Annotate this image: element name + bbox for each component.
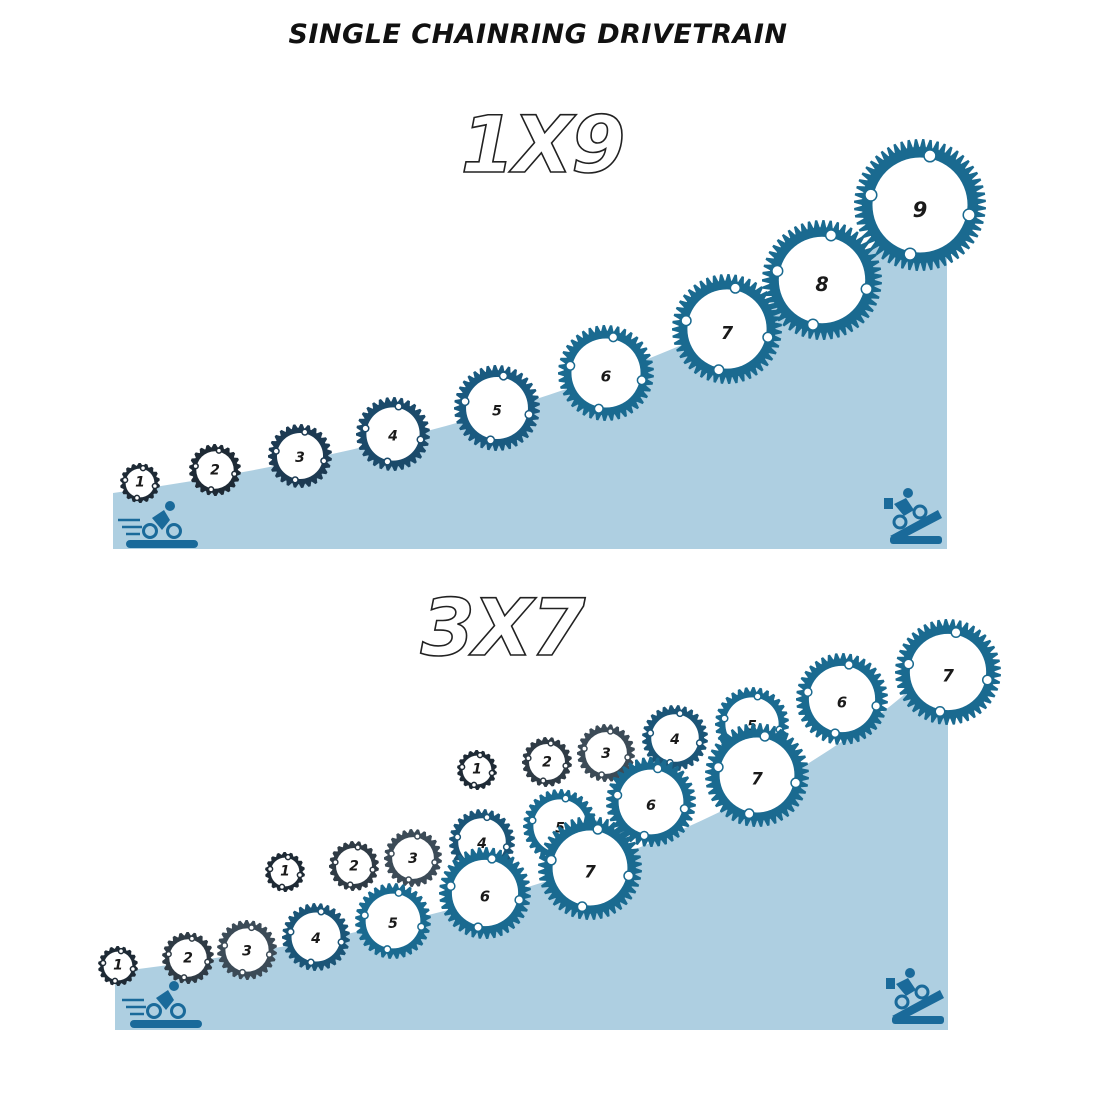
gear-label: 1: [280, 864, 290, 880]
fast-cyclist-icon: [118, 501, 198, 548]
chainring-gear: 7: [538, 816, 642, 920]
chainring-gear: 2: [329, 841, 379, 891]
chainring-gear: 6: [558, 325, 654, 421]
panel-1x9: 1X9 1 2 3 4 5 6 7 8 9: [113, 100, 986, 549]
gear-label: 7: [721, 324, 734, 344]
gear-label: 4: [476, 836, 487, 852]
chainring-gear: 1: [265, 852, 305, 892]
chainring-gear: 2: [162, 932, 214, 984]
chainring-gear: 3: [268, 424, 332, 488]
gear-label: 2: [210, 463, 220, 479]
chainring-gear: 4: [356, 397, 430, 471]
chainring-gear: 7: [672, 274, 782, 384]
gear-label: 2: [349, 859, 359, 875]
hill-slope: [115, 655, 948, 1030]
chainring-gear: 6: [439, 847, 531, 939]
chainring-gear: 1: [120, 463, 160, 503]
panel-3x7: 3X7 123456712345671234567: [98, 583, 1001, 1030]
chainring-gear: 9: [854, 139, 986, 271]
climbing-cyclist-icon: [886, 968, 944, 1024]
chainring-gear: 6: [796, 653, 888, 745]
gear-group-3x7: 123456712345671234567: [98, 619, 1001, 986]
chainring-gear: 6: [606, 757, 696, 847]
gear-label: 2: [183, 951, 193, 967]
gear-label: 2: [542, 755, 552, 771]
gear-label: 8: [815, 273, 828, 296]
climbing-cyclist-icon: [884, 488, 942, 544]
gear-label: 7: [942, 666, 954, 686]
gear-label: 9: [913, 197, 928, 222]
gear-label: 7: [584, 862, 596, 881]
fast-cyclist-icon: [122, 981, 202, 1028]
chainring-gear: 3: [384, 829, 442, 887]
page-title: SINGLE CHAINRING DRIVETRAIN: [288, 19, 787, 50]
chainring-gear: 2: [189, 444, 241, 496]
gear-label: 3: [295, 450, 305, 466]
chainring-gear: 4: [642, 705, 708, 771]
gear-label: 6: [480, 888, 490, 905]
chainring-gear: 5: [454, 365, 540, 451]
chainring-gear: 1: [98, 946, 138, 986]
gear-label: 3: [242, 943, 252, 959]
chainring-gear: 2: [522, 737, 572, 787]
chainring-gear: 3: [577, 724, 635, 782]
gear-label: 4: [387, 429, 398, 445]
gear-label: 6: [837, 694, 847, 711]
gear-label: 4: [669, 732, 680, 748]
panel-heading-3x7: 3X7: [421, 584, 586, 674]
gear-label: 4: [310, 931, 321, 947]
chainring-gear: 7: [705, 723, 809, 827]
chainring-gear: 5: [355, 883, 431, 959]
panel-heading-1x9: 1X9: [461, 101, 624, 191]
chainring-gear: 3: [217, 920, 277, 980]
chainring-gear: 1: [457, 750, 497, 790]
gear-label: 1: [472, 762, 482, 778]
gear-label: 3: [601, 746, 611, 762]
chainring-gear: 4: [282, 903, 350, 971]
gear-label: 7: [751, 769, 763, 788]
gear-label: 3: [408, 851, 418, 867]
gear-label: 6: [601, 368, 612, 386]
chainring-gear: 8: [762, 220, 882, 340]
gear-label: 1: [135, 475, 145, 491]
gear-label: 5: [388, 916, 398, 932]
gear-label: 5: [492, 404, 502, 420]
gear-label: 1: [113, 958, 123, 974]
gear-group-1x9: 1 2 3 4 5 6 7 8 9: [120, 139, 986, 503]
chainring-gear: 7: [895, 619, 1001, 725]
gear-label: 6: [646, 798, 656, 814]
